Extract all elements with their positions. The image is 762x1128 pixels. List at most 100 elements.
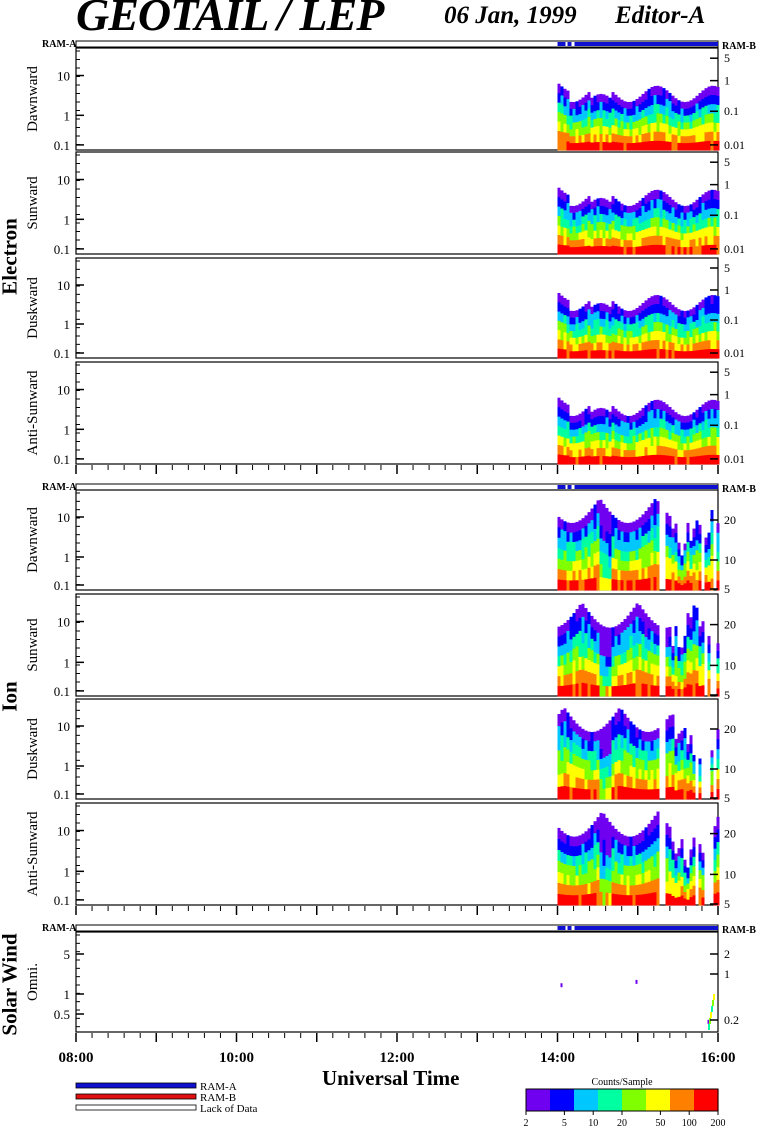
- spectrogram-cell: [677, 239, 681, 248]
- group-label-ion: Ion: [0, 681, 22, 712]
- spectrogram-cell: [566, 99, 570, 109]
- spectrogram-cell: [647, 519, 651, 532]
- spectrogram-cell: [578, 456, 582, 465]
- spectrogram-cell: [575, 129, 579, 137]
- spectrogram-cell: [686, 883, 690, 890]
- spectrogram-cell: [563, 349, 567, 359]
- spectrogram-cell: [713, 837, 717, 850]
- spectrogram-cell: [635, 442, 639, 450]
- spectrogram-cell: [584, 670, 588, 684]
- spectrogram-cell: [677, 218, 681, 227]
- spectrogram-cell: [695, 223, 699, 232]
- spectrogram-cell: [632, 142, 636, 151]
- spectrogram-cell: [563, 227, 567, 238]
- spectrogram-cell: [668, 318, 672, 327]
- spectrogram-cell: [566, 455, 570, 465]
- spectrogram-cell: [662, 209, 666, 220]
- spectrogram-cell: [632, 777, 636, 789]
- spectrogram-cell: [629, 541, 633, 552]
- spectrogram-cell: [707, 244, 711, 255]
- spectrogram-cell: [701, 882, 705, 891]
- spectrogram-cell: [626, 122, 630, 130]
- spectrogram-cell: [686, 744, 690, 753]
- spectrogram-cell: [647, 210, 651, 220]
- spectrogram-cell: [686, 143, 690, 151]
- spectrogram-cell: [599, 125, 603, 135]
- spectrogram-cell: [611, 728, 615, 741]
- spectrogram-cell: [674, 747, 678, 757]
- spectrogram-cell: [566, 774, 570, 788]
- spectrogram-cell: [629, 623, 633, 637]
- spectrogram-cell: [713, 859, 717, 872]
- spectrogram-cell: [713, 131, 717, 142]
- spectrogram-cell: [560, 625, 564, 636]
- spectrogram-cell: [707, 427, 711, 438]
- spectrogram-cell: [656, 675, 660, 687]
- spectrogram-cell: [635, 224, 639, 233]
- spectrogram-cell: [668, 302, 672, 311]
- spectrogram-cell: [590, 201, 594, 210]
- spectrogram-cell: [563, 455, 567, 465]
- spectrogram-cell: [584, 852, 588, 864]
- spectrogram-cell: [674, 127, 678, 136]
- spectrogram-cell: [626, 212, 630, 221]
- spectrogram-cell: [602, 865, 606, 880]
- spectrogram-cell: [557, 762, 561, 776]
- spectrogram-cell: [641, 557, 645, 569]
- spectrogram-cell: [593, 417, 597, 426]
- spectrogram-cell: [626, 310, 630, 319]
- spectrogram-cell: [689, 121, 693, 130]
- spectrogram-cell: [710, 208, 714, 218]
- spectrogram-cell: [641, 740, 645, 751]
- spectrogram-cell: [593, 142, 597, 151]
- spectrogram-cell: [572, 108, 576, 117]
- spectrogram-cell: [665, 637, 669, 648]
- spectrogram-cell: [599, 685, 603, 697]
- right-tick-label: 0.01: [724, 242, 745, 256]
- spectrogram-cell: [638, 448, 642, 457]
- spectrogram-cell: [575, 429, 579, 437]
- spectrogram-cell: [584, 102, 588, 112]
- spectrogram-cell: [710, 764, 714, 772]
- spectrogram-cell: [680, 876, 684, 887]
- spectrogram-cell: [569, 775, 573, 788]
- spectrogram-cell: [716, 104, 720, 115]
- spectrogram-cell: [683, 450, 687, 458]
- spectrogram-cell: [608, 765, 612, 778]
- spectrogram-cell: [692, 246, 696, 255]
- spectrogram-cell: [617, 97, 621, 106]
- spectrogram-cell: [710, 785, 714, 793]
- spectrogram-cell: [617, 665, 621, 677]
- spectrogram-cell: [617, 773, 621, 787]
- spectrogram-cell: [686, 422, 690, 430]
- spectrogram-cell: [611, 716, 615, 729]
- spectrogram-cell: [629, 647, 633, 661]
- spectrogram-cell: [674, 105, 678, 114]
- spectrogram-cell: [689, 337, 693, 345]
- spectrogram-cell: [701, 349, 705, 359]
- spectrogram-cell: [593, 869, 597, 882]
- spectrogram-cell: [656, 313, 660, 323]
- spectrogram-cell: [593, 126, 597, 135]
- spectrogram-cell: [587, 779, 591, 790]
- spectrogram-cell: [611, 229, 615, 238]
- spectrogram-cell: [695, 520, 699, 531]
- spectrogram-cell: [581, 728, 585, 740]
- spectrogram-cell: [575, 875, 579, 886]
- spectrogram-cell: [641, 646, 645, 660]
- spectrogram-cell: [569, 716, 573, 729]
- spectrogram-cell: [680, 570, 684, 576]
- spectrogram-cell: [611, 646, 615, 658]
- spectrogram-cell: [653, 525, 657, 539]
- spectrogram-cell: [674, 533, 678, 544]
- spectrogram-cell: [563, 340, 567, 350]
- spectrogram-cell: [647, 323, 651, 333]
- spectrogram-cell: [680, 330, 684, 339]
- spectrogram-cell: [692, 217, 696, 225]
- spectrogram-cell: [656, 217, 660, 227]
- spectrogram-cell: [677, 316, 681, 324]
- colorbar-cell: [712, 1089, 716, 1111]
- spectrogram-cell: [629, 317, 633, 325]
- spectrogram-cell: [656, 208, 660, 218]
- spectrogram-cell: [686, 317, 690, 325]
